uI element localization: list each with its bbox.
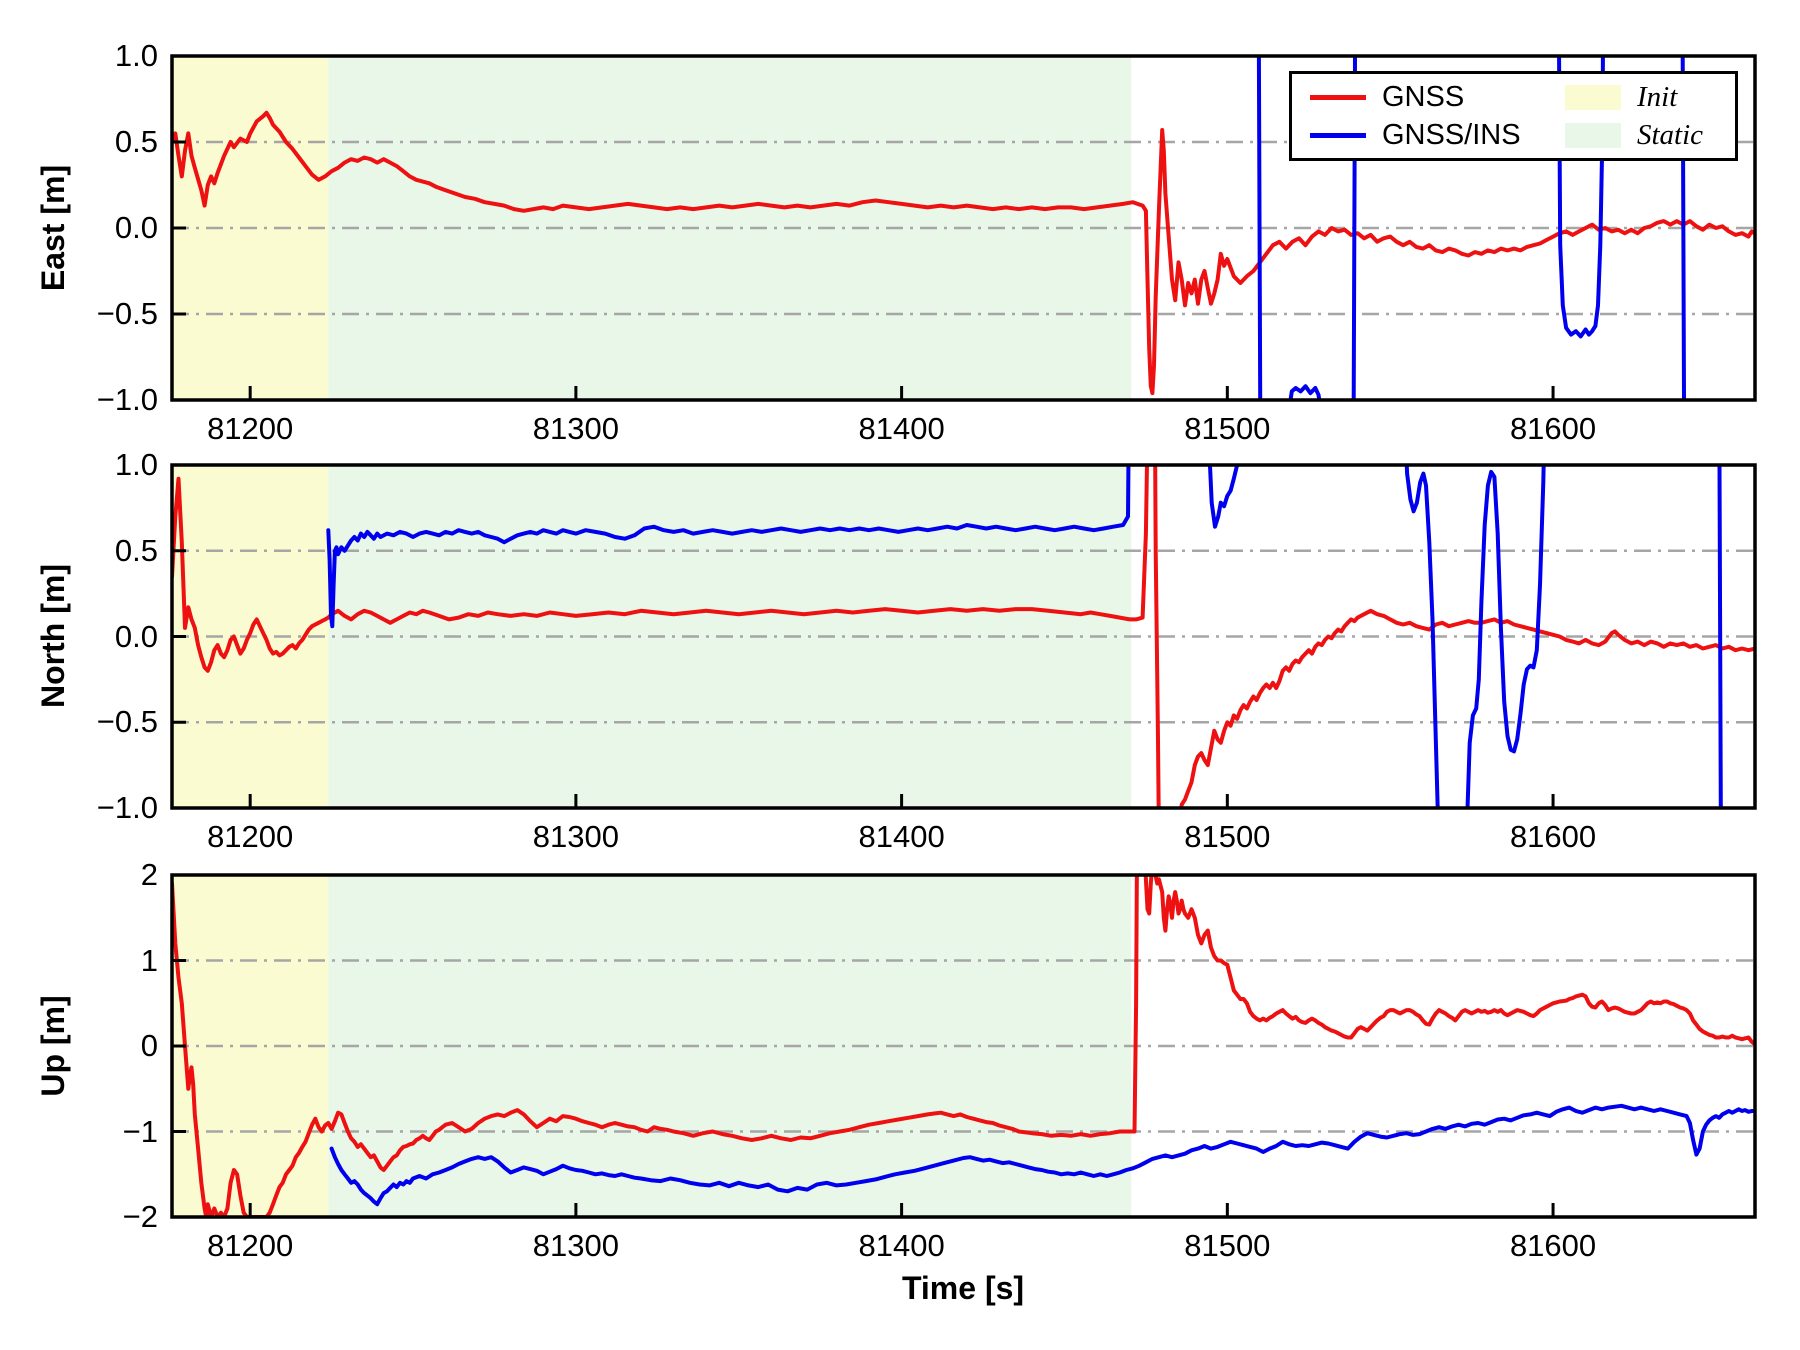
- y-tick-label: 0.0: [114, 210, 158, 245]
- legend-entry-init: Init: [1565, 78, 1730, 116]
- y-tick-label: −1.0: [96, 790, 158, 825]
- init-region-swatch: [1565, 84, 1621, 110]
- y-axis-label-east: East [m]: [35, 164, 71, 292]
- x-tick-label: 81200: [207, 411, 294, 446]
- legend: GNSS GNSS/INS Init Static: [1289, 71, 1738, 161]
- legend-entry-static: Static: [1565, 116, 1730, 154]
- x-tick-label: 81300: [532, 819, 619, 854]
- y-axis-label-up: Up [m]: [35, 995, 71, 1097]
- y-tick-label: 2: [140, 857, 158, 892]
- y-tick-label: −2: [122, 1199, 158, 1234]
- y-tick-label: 1.0: [114, 447, 158, 482]
- legend-series-column: GNSS GNSS/INS: [1310, 74, 1565, 158]
- legend-label-gnss-ins: GNSS/INS: [1382, 118, 1521, 151]
- gnss-ins-line: [326, 465, 1723, 808]
- y-tick-label: −0.5: [96, 296, 158, 331]
- x-tick-label: 81200: [207, 819, 294, 854]
- gnss-line: [172, 110, 1755, 396]
- gnss-ins-line: [329, 1103, 1755, 1207]
- legend-entry-gnss-ins: GNSS/INS: [1310, 116, 1565, 154]
- x-tick-label: 81500: [1184, 1228, 1271, 1263]
- y-tick-label: 0.0: [114, 618, 158, 654]
- y-tick-label: −1.0: [96, 382, 158, 417]
- y-tick-label: 1: [140, 942, 158, 978]
- gnss-ins-line-swatch: [1310, 132, 1366, 138]
- legend-entry-gnss: GNSS: [1310, 78, 1565, 116]
- y-tick-label: 0.5: [114, 532, 158, 568]
- gnss-line-swatch: [1310, 94, 1366, 100]
- y-axis-label-north: North [m]: [35, 564, 71, 708]
- x-tick-label: 81600: [1509, 819, 1597, 854]
- y-tick-label: 0: [140, 1028, 158, 1063]
- x-tick-label: 81400: [858, 819, 945, 854]
- x-axis-label-time: Time [s]: [901, 1270, 1025, 1306]
- x-tick-label: 81600: [1509, 1228, 1597, 1263]
- x-tick-label: 81600: [1509, 411, 1597, 446]
- legend-label-static: Static: [1637, 118, 1704, 151]
- legend-label-gnss: GNSS: [1382, 80, 1465, 113]
- gnss-line: [172, 875, 1755, 1217]
- x-tick-label: 81400: [858, 411, 945, 446]
- static-region-swatch: [1565, 122, 1621, 148]
- gnss-ins-line: [1256, 56, 1687, 400]
- y-tick-label: −0.5: [96, 704, 158, 740]
- x-tick-label: 81300: [532, 1228, 619, 1263]
- x-tick-label: 81500: [1184, 819, 1271, 854]
- y-tick-label: 1.0: [114, 38, 158, 73]
- x-tick-label: 81300: [532, 411, 619, 446]
- y-tick-label: −1: [122, 1113, 158, 1149]
- x-tick-label: 81200: [207, 1228, 294, 1263]
- y-tick-label: 0.5: [114, 124, 158, 159]
- x-tick-label: 81400: [858, 1228, 945, 1263]
- legend-region-column: Init Static: [1565, 74, 1730, 158]
- x-tick-label: 81500: [1184, 411, 1271, 446]
- legend-label-init: Init: [1637, 80, 1678, 113]
